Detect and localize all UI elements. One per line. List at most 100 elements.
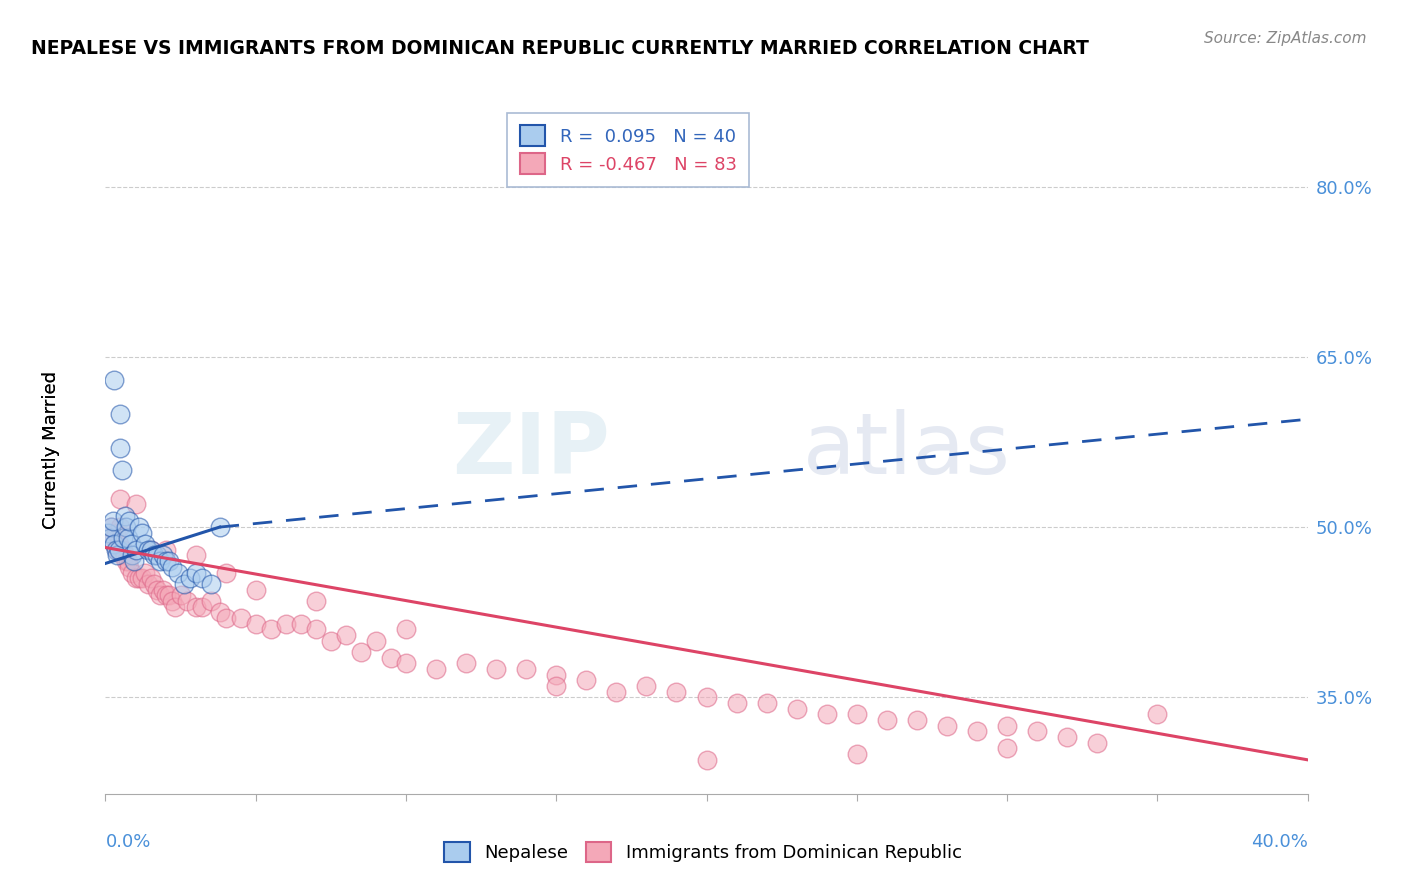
Point: [110, 441, 132, 455]
Point: [142, 549, 165, 563]
Point: [157, 554, 180, 568]
Point: [111, 549, 134, 563]
Point: [665, 684, 688, 698]
Point: [121, 549, 143, 563]
Point: [905, 713, 928, 727]
Point: [152, 549, 174, 563]
Legend: Nepalese, Immigrants from Dominican Republic: Nepalese, Immigrants from Dominican Repu…: [437, 834, 969, 870]
Point: [145, 582, 167, 597]
Text: 0.0%: 0.0%: [105, 833, 150, 851]
Point: [163, 599, 186, 614]
Point: [995, 741, 1018, 756]
Point: [190, 571, 212, 585]
Point: [122, 554, 145, 568]
Point: [214, 611, 236, 625]
Point: [108, 542, 131, 557]
Point: [152, 582, 174, 597]
Point: [876, 713, 898, 727]
Point: [936, 719, 959, 733]
Point: [173, 577, 195, 591]
Point: [145, 549, 167, 563]
Point: [696, 753, 718, 767]
Point: [696, 690, 718, 705]
Point: [1026, 724, 1049, 739]
Point: [190, 599, 212, 614]
Point: [134, 566, 156, 580]
Point: [1056, 730, 1078, 744]
Point: [995, 719, 1018, 733]
Point: [128, 520, 150, 534]
Point: [124, 571, 146, 585]
Point: [103, 372, 125, 386]
Point: [214, 566, 236, 580]
Point: [200, 594, 222, 608]
Point: [200, 577, 222, 591]
Point: [104, 525, 127, 540]
Point: [131, 525, 153, 540]
Point: [112, 532, 135, 546]
Point: [305, 622, 328, 636]
Point: [380, 650, 402, 665]
Point: [110, 520, 132, 534]
Point: [485, 662, 508, 676]
Point: [111, 463, 134, 477]
Point: [139, 571, 162, 585]
Point: [136, 577, 159, 591]
Point: [335, 628, 357, 642]
Point: [229, 611, 252, 625]
Point: [575, 673, 598, 688]
Point: [115, 554, 138, 568]
Point: [605, 684, 627, 698]
Point: [155, 542, 177, 557]
Point: [425, 662, 447, 676]
Point: [184, 566, 207, 580]
Point: [142, 577, 165, 591]
Point: [139, 542, 162, 557]
Point: [176, 594, 198, 608]
Point: [208, 520, 231, 534]
Point: [114, 508, 136, 523]
Text: NEPALESE VS IMMIGRANTS FROM DOMINICAN REPUBLIC CURRENTLY MARRIED CORRELATION CHA: NEPALESE VS IMMIGRANTS FROM DOMINICAN RE…: [31, 39, 1088, 58]
Point: [456, 657, 478, 671]
Point: [98, 532, 121, 546]
Point: [546, 667, 568, 681]
Point: [100, 520, 122, 534]
Point: [136, 542, 159, 557]
Point: [274, 616, 297, 631]
Point: [110, 407, 132, 421]
Legend: R =  0.095   N = 40, R = -0.467   N = 83: R = 0.095 N = 40, R = -0.467 N = 83: [508, 112, 749, 186]
Point: [128, 571, 150, 585]
Text: Currently Married: Currently Married: [42, 371, 60, 530]
Point: [364, 633, 387, 648]
Point: [118, 515, 141, 529]
Point: [121, 566, 143, 580]
Point: [107, 549, 129, 563]
Point: [179, 571, 201, 585]
Point: [845, 747, 868, 761]
Point: [114, 549, 136, 563]
Text: Currently Married: Currently Married: [42, 371, 60, 530]
Point: [120, 537, 142, 551]
Point: [245, 582, 267, 597]
Point: [155, 554, 177, 568]
Point: [245, 616, 267, 631]
Point: [97, 525, 120, 540]
Point: [112, 542, 135, 557]
Point: [395, 622, 418, 636]
Point: [725, 696, 748, 710]
Point: [169, 588, 191, 602]
Text: ZIP: ZIP: [453, 409, 610, 492]
Point: [148, 588, 170, 602]
Text: atlas: atlas: [803, 409, 1011, 492]
Point: [124, 542, 146, 557]
Point: [1085, 736, 1108, 750]
Text: Source: ZipAtlas.com: Source: ZipAtlas.com: [1204, 31, 1367, 46]
Point: [115, 520, 138, 534]
Point: [134, 537, 156, 551]
Point: [157, 588, 180, 602]
Point: [305, 594, 328, 608]
Point: [260, 622, 283, 636]
Point: [100, 520, 122, 534]
Point: [139, 542, 162, 557]
Point: [208, 605, 231, 619]
